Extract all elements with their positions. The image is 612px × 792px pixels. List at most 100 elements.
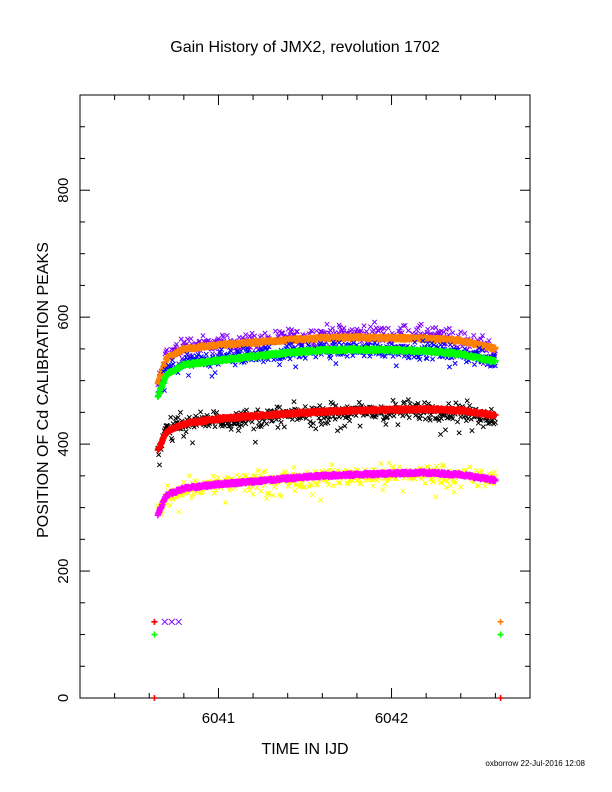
- data-point: [252, 439, 258, 445]
- data-point: [318, 497, 324, 503]
- data-point: [212, 424, 218, 430]
- y-tick-label: 0: [55, 694, 72, 702]
- series-3: [154, 345, 499, 400]
- data-point: [415, 325, 421, 331]
- data-point: [492, 469, 498, 475]
- data-point: [396, 464, 403, 470]
- data-point: [330, 325, 336, 331]
- data-point: [405, 397, 411, 403]
- data-point: [276, 362, 283, 368]
- data-point: [390, 397, 396, 403]
- data-point: [471, 362, 477, 368]
- data-point: [242, 487, 248, 493]
- data-point: [188, 336, 194, 342]
- data-point: [313, 426, 319, 432]
- data-point: [380, 487, 386, 493]
- data-point: [293, 364, 299, 370]
- data-point: [358, 328, 364, 334]
- data-point: [479, 333, 486, 339]
- data-point: [222, 500, 229, 506]
- data-point: [258, 488, 264, 494]
- data-point: [386, 460, 392, 466]
- data-point: [178, 336, 184, 342]
- data-point: [471, 332, 477, 339]
- data-point: [450, 330, 456, 336]
- plot-frame: [79, 94, 531, 699]
- data-point: [458, 329, 464, 335]
- data-point: [361, 323, 367, 329]
- data-point: [486, 338, 492, 344]
- data-point: [422, 480, 428, 486]
- data-point: [264, 495, 270, 501]
- series-1: [154, 333, 499, 387]
- data-point: [278, 493, 284, 499]
- data-point: [215, 474, 221, 481]
- series-7: [154, 468, 499, 519]
- data-point: [401, 323, 407, 329]
- data-point: [464, 398, 470, 404]
- data-point: [264, 421, 270, 427]
- data-point: [309, 492, 316, 498]
- data-point: [294, 328, 300, 335]
- data-point: [250, 491, 256, 497]
- data-point: [357, 423, 363, 429]
- data-point: [291, 399, 297, 405]
- data-point: [329, 462, 335, 468]
- data-point: [164, 347, 170, 353]
- data-point: [251, 333, 258, 339]
- data-point: [272, 328, 279, 334]
- series-5: [154, 404, 499, 454]
- data-point: [382, 481, 388, 487]
- data-point: [181, 339, 187, 345]
- data-point: [170, 361, 176, 367]
- data-point: [430, 356, 436, 362]
- data-point: [186, 473, 192, 479]
- data-point: [251, 426, 257, 432]
- data-point: [156, 462, 163, 468]
- data-point: [347, 418, 353, 424]
- data-point: [442, 427, 448, 433]
- data-point: [333, 361, 339, 367]
- data-point: [454, 419, 461, 425]
- data-point: [391, 413, 397, 419]
- data-point: [278, 419, 284, 425]
- data-point: [395, 422, 401, 428]
- data-point: [168, 414, 174, 420]
- data-point: [164, 482, 171, 489]
- data-points: [154, 319, 499, 519]
- data-point: [422, 416, 428, 422]
- data-point: [281, 424, 287, 430]
- data-point: [385, 325, 391, 331]
- data-point: [228, 426, 234, 432]
- data-point: [344, 353, 350, 359]
- data-point: [302, 404, 308, 410]
- data-point: [289, 327, 295, 333]
- data-point: [183, 429, 189, 435]
- data-point: [173, 341, 179, 347]
- data-point: [381, 326, 387, 332]
- data-point: [179, 356, 185, 362]
- data-point: [210, 473, 217, 479]
- y-tick-label: 200: [55, 559, 72, 584]
- data-point: [406, 415, 412, 421]
- data-point: [212, 370, 218, 376]
- data-point: [438, 431, 444, 437]
- data-point: [478, 336, 484, 342]
- data-point: [243, 332, 249, 338]
- y-tick-label: 600: [55, 305, 72, 330]
- data-point: [270, 492, 276, 498]
- data-point: [341, 325, 347, 331]
- data-point: [469, 428, 475, 434]
- data-point: [418, 476, 424, 482]
- x-tick-label: 6042: [375, 710, 408, 727]
- data-point: [309, 329, 316, 335]
- data-point: [378, 460, 384, 467]
- data-point: [482, 483, 488, 489]
- data-point: [451, 489, 457, 495]
- data-point: [363, 328, 370, 335]
- data-point: [349, 327, 355, 333]
- data-point: [473, 467, 479, 474]
- data-point: [200, 333, 206, 339]
- chart-title: Gain History of JMX2, revolution 1702: [170, 39, 440, 56]
